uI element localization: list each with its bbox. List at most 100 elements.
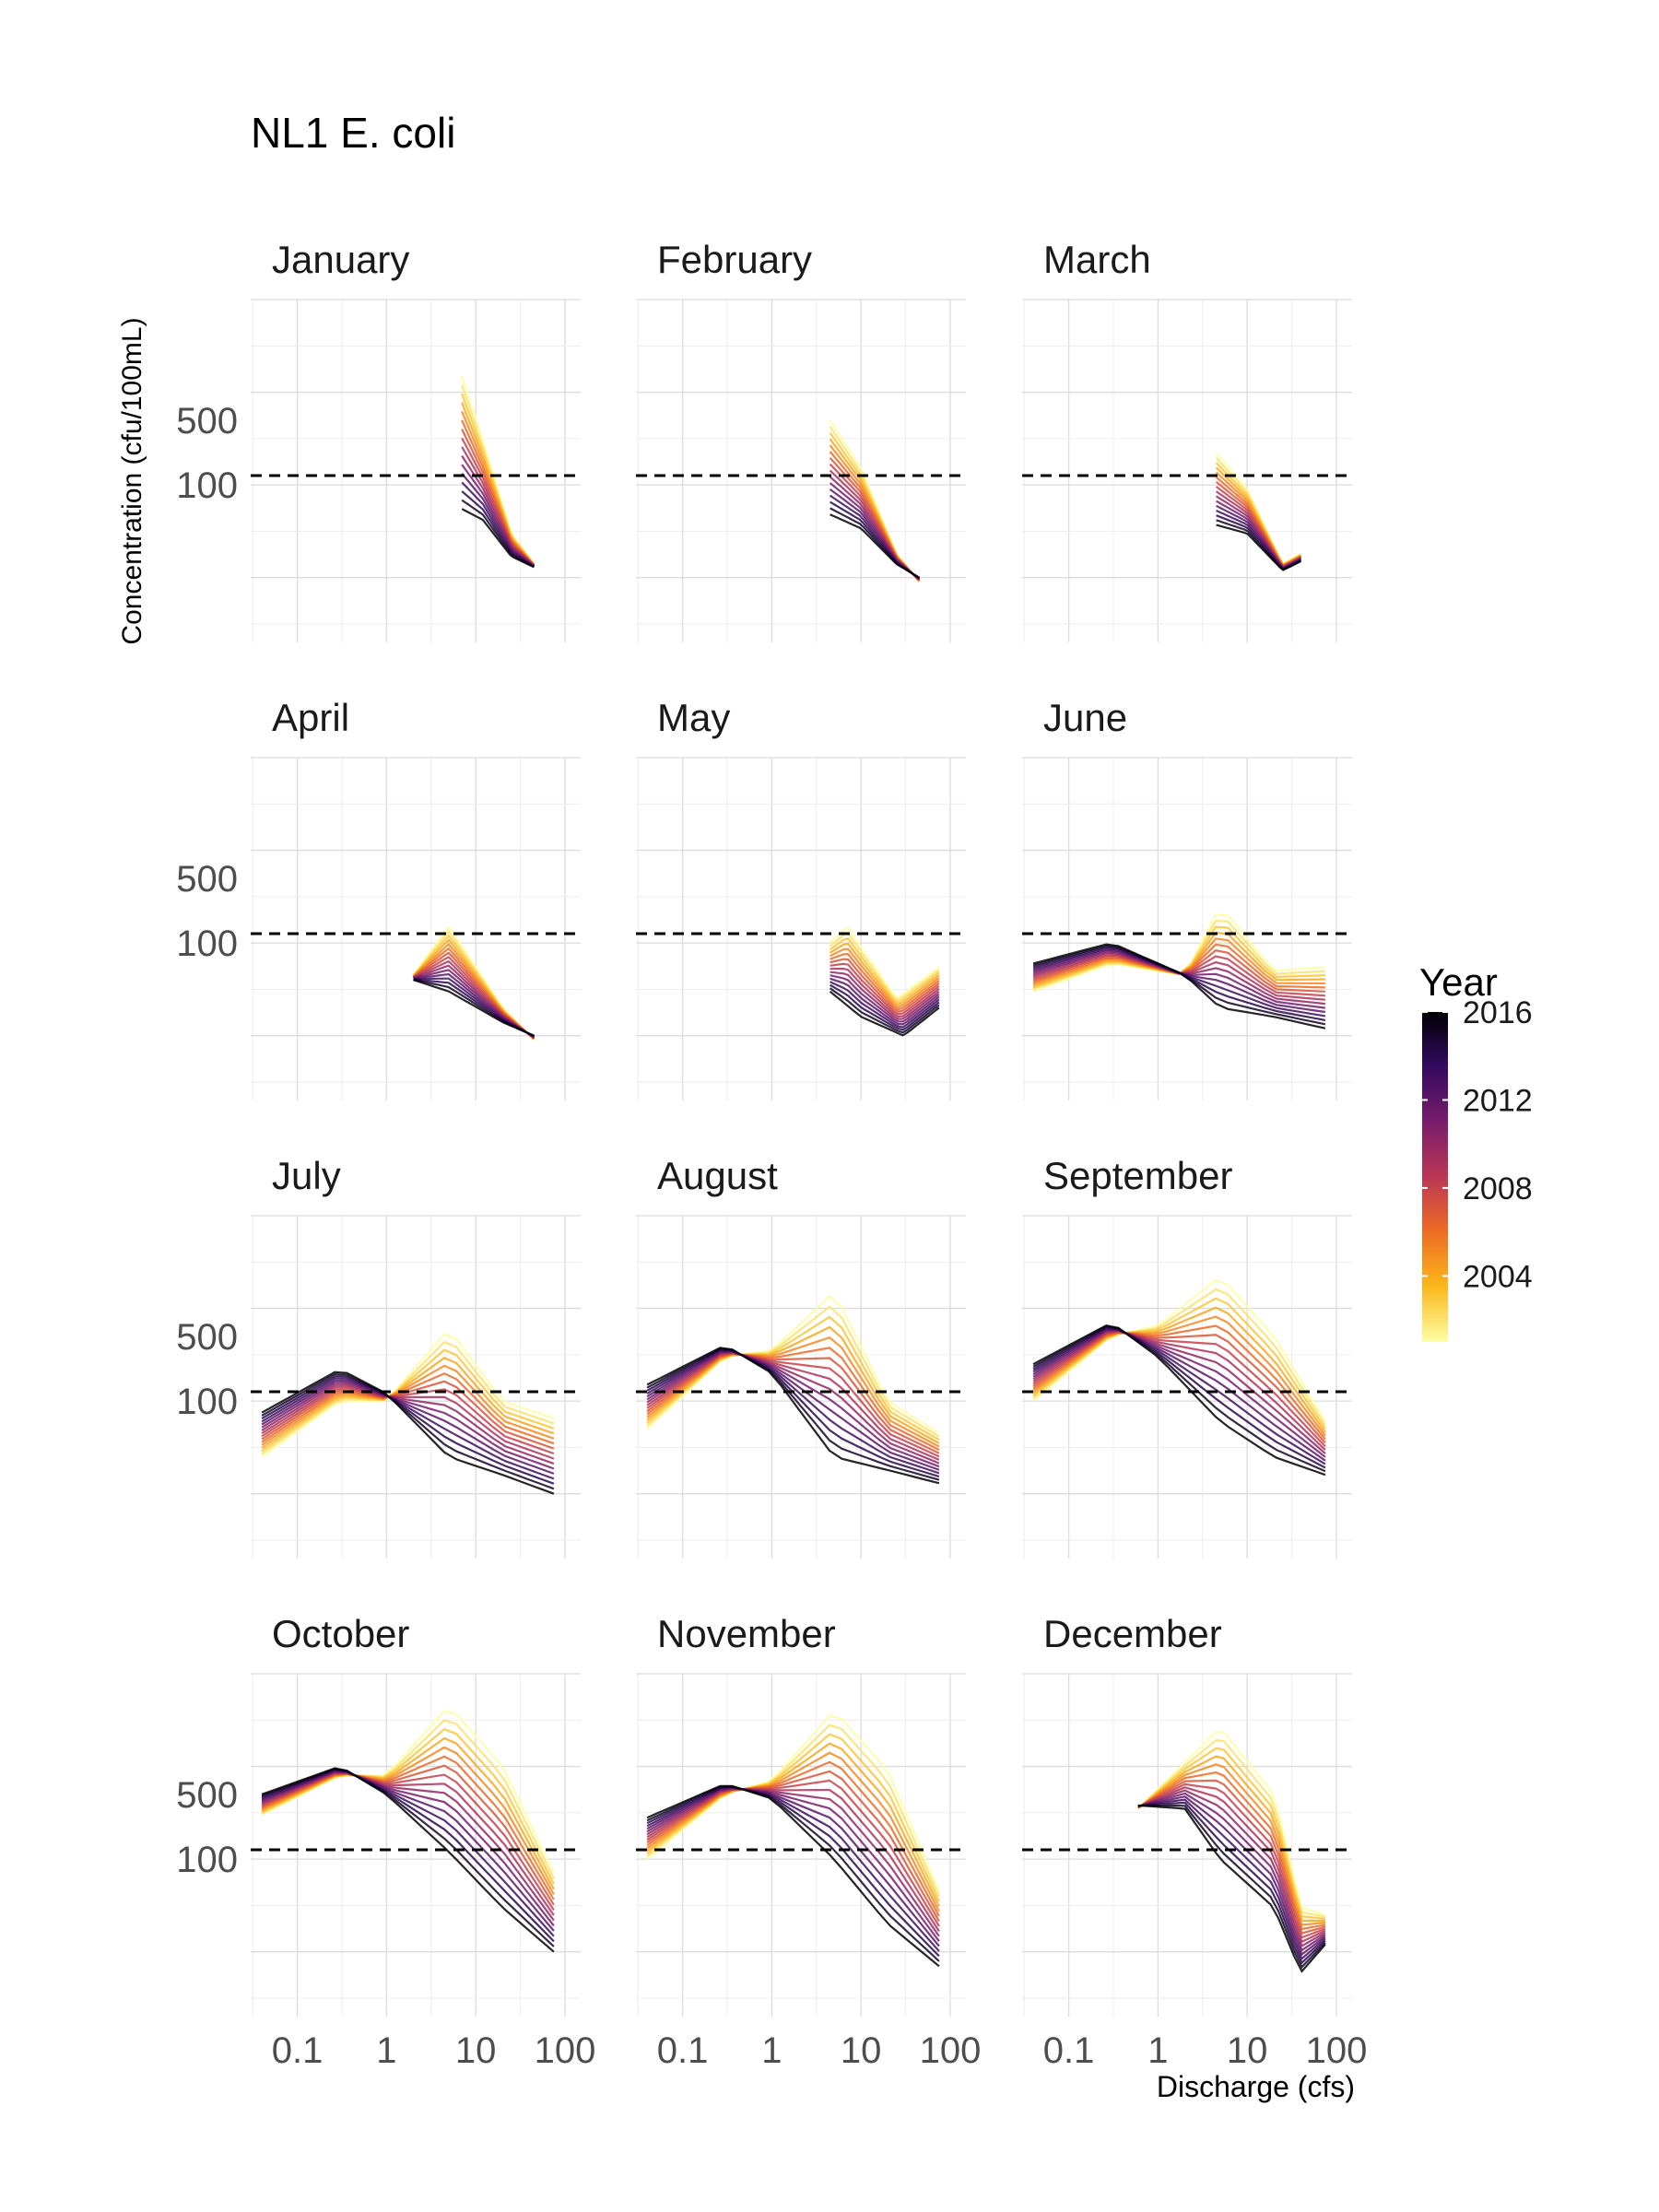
series-line-2011 [646, 1786, 940, 1942]
series-line-2008 [1215, 486, 1301, 569]
series-line-2014 [830, 983, 940, 1031]
series-line-2016 [461, 508, 535, 569]
series-line-2016 [261, 1371, 555, 1495]
series-line-2007 [830, 958, 940, 1013]
series-line-2016 [261, 1767, 555, 1953]
series-line-2016 [646, 1784, 940, 1968]
x-axis-label: Discharge (cfs) [1157, 2070, 1355, 2103]
panel-title: January [272, 238, 409, 281]
x-tick-label: 1 [1147, 2030, 1168, 2071]
series-line-2007 [1032, 1331, 1326, 1444]
series-line-2011 [1137, 1792, 1326, 1952]
series-line-2015 [1137, 1805, 1326, 1970]
series-line-2016 [830, 513, 920, 579]
series-line-2008 [1137, 1783, 1326, 1939]
series-line-2008 [646, 1351, 940, 1458]
series-line-2007 [646, 1770, 940, 1923]
series-line-2004 [830, 942, 940, 1006]
series-line-2016 [1032, 1324, 1326, 1477]
panel-november: November 0.1 1 10 100 [636, 1612, 981, 2071]
panel-august: August [636, 1154, 966, 1559]
series-line-2009 [1137, 1786, 1326, 1944]
series-line-2010 [1216, 495, 1301, 570]
series-line-2006 [646, 1760, 940, 1917]
series-line-2004 [261, 1356, 555, 1450]
series-line-2012 [261, 1379, 555, 1475]
series-line-2008 [261, 1386, 555, 1455]
series-line-2015 [829, 987, 940, 1034]
legend-label: 2004 [1463, 1259, 1533, 1294]
series-line-2015 [646, 1347, 940, 1481]
series-line-2001 [261, 1333, 555, 1458]
panel-april: April 100 500 [176, 696, 581, 1100]
series-line-2006 [830, 953, 940, 1011]
series-line-2005 [646, 1751, 940, 1912]
panel-grid [251, 757, 581, 1100]
series-line-2006 [261, 1372, 555, 1445]
panel-title: March [1043, 238, 1151, 281]
x-tick-label: 1 [761, 2030, 782, 2071]
series-line-2013 [1137, 1798, 1326, 1960]
series-lines [1032, 1278, 1326, 1477]
series-lines [646, 1714, 940, 1968]
panel-title: September [1043, 1154, 1232, 1197]
series-line-2010 [830, 971, 940, 1020]
y-tick-label: 100 [176, 1840, 238, 1880]
panel-title: June [1043, 696, 1127, 739]
panel-grid [636, 299, 966, 642]
series-line-2002 [646, 1305, 940, 1438]
panel-title: February [657, 238, 812, 281]
y-tick-label: 100 [176, 1382, 238, 1422]
panel-february: February [636, 238, 966, 642]
series-lines [261, 1333, 555, 1495]
panel-grid [251, 299, 581, 642]
series-lines [461, 375, 535, 569]
series-line-2014 [261, 1768, 555, 1943]
series-line-2013 [830, 981, 940, 1029]
series-line-2010 [1137, 1789, 1326, 1947]
series-line-2002 [1032, 1288, 1326, 1426]
series-line-2016 [413, 979, 535, 1037]
x-tick-label: 100 [535, 2030, 596, 2071]
series-line-2003 [829, 937, 940, 1004]
panel-january: January 100 500 [176, 238, 581, 642]
panel-title: November [657, 1612, 836, 1655]
series-line-2014 [646, 1785, 940, 1958]
y-tick-label: 500 [176, 401, 238, 441]
series-line-2003 [1032, 1297, 1326, 1430]
series-line-2011 [261, 1381, 555, 1470]
y-tick-label: 500 [176, 859, 238, 900]
x-tick-label: 100 [920, 2030, 982, 2071]
series-line-2002 [1137, 1738, 1326, 1918]
panel-title: July [272, 1154, 341, 1197]
x-tick-label: 0.1 [657, 2030, 709, 2071]
panel-grid [1022, 299, 1352, 642]
y-tick-label: 500 [176, 1317, 238, 1358]
series-line-2003 [261, 1348, 555, 1453]
y-axis-label: Concentration (cfu/100mL) [117, 317, 147, 644]
series-line-2012 [646, 1349, 940, 1471]
panel-september: September [1022, 1154, 1352, 1559]
series-line-2012 [646, 1786, 940, 1947]
series-line-2015 [1032, 1325, 1326, 1473]
chart-title: NL1 E. coli [251, 109, 455, 157]
x-tick-label: 100 [1306, 2030, 1368, 2071]
series-line-2016 [646, 1347, 940, 1485]
panel-july: July 100 500 [176, 1154, 581, 1559]
series-line-2012 [830, 977, 940, 1026]
legend-title: Year [1419, 960, 1498, 1004]
series-line-2003 [646, 1315, 940, 1441]
series-line-2005 [261, 1364, 555, 1446]
series-line-2009 [646, 1351, 940, 1461]
series-line-2004 [1137, 1755, 1325, 1923]
series-line-2010 [1032, 1329, 1326, 1454]
legend-label: 2008 [1463, 1171, 1533, 1206]
series-line-2009 [646, 1787, 940, 1932]
x-tick-label: 10 [841, 2030, 882, 2071]
series-line-2005 [1137, 1763, 1325, 1926]
y-tick-label: 100 [176, 924, 238, 964]
panel-grid [1022, 1215, 1352, 1559]
series-line-2002 [646, 1724, 940, 1897]
series-line-2005 [830, 947, 940, 1008]
